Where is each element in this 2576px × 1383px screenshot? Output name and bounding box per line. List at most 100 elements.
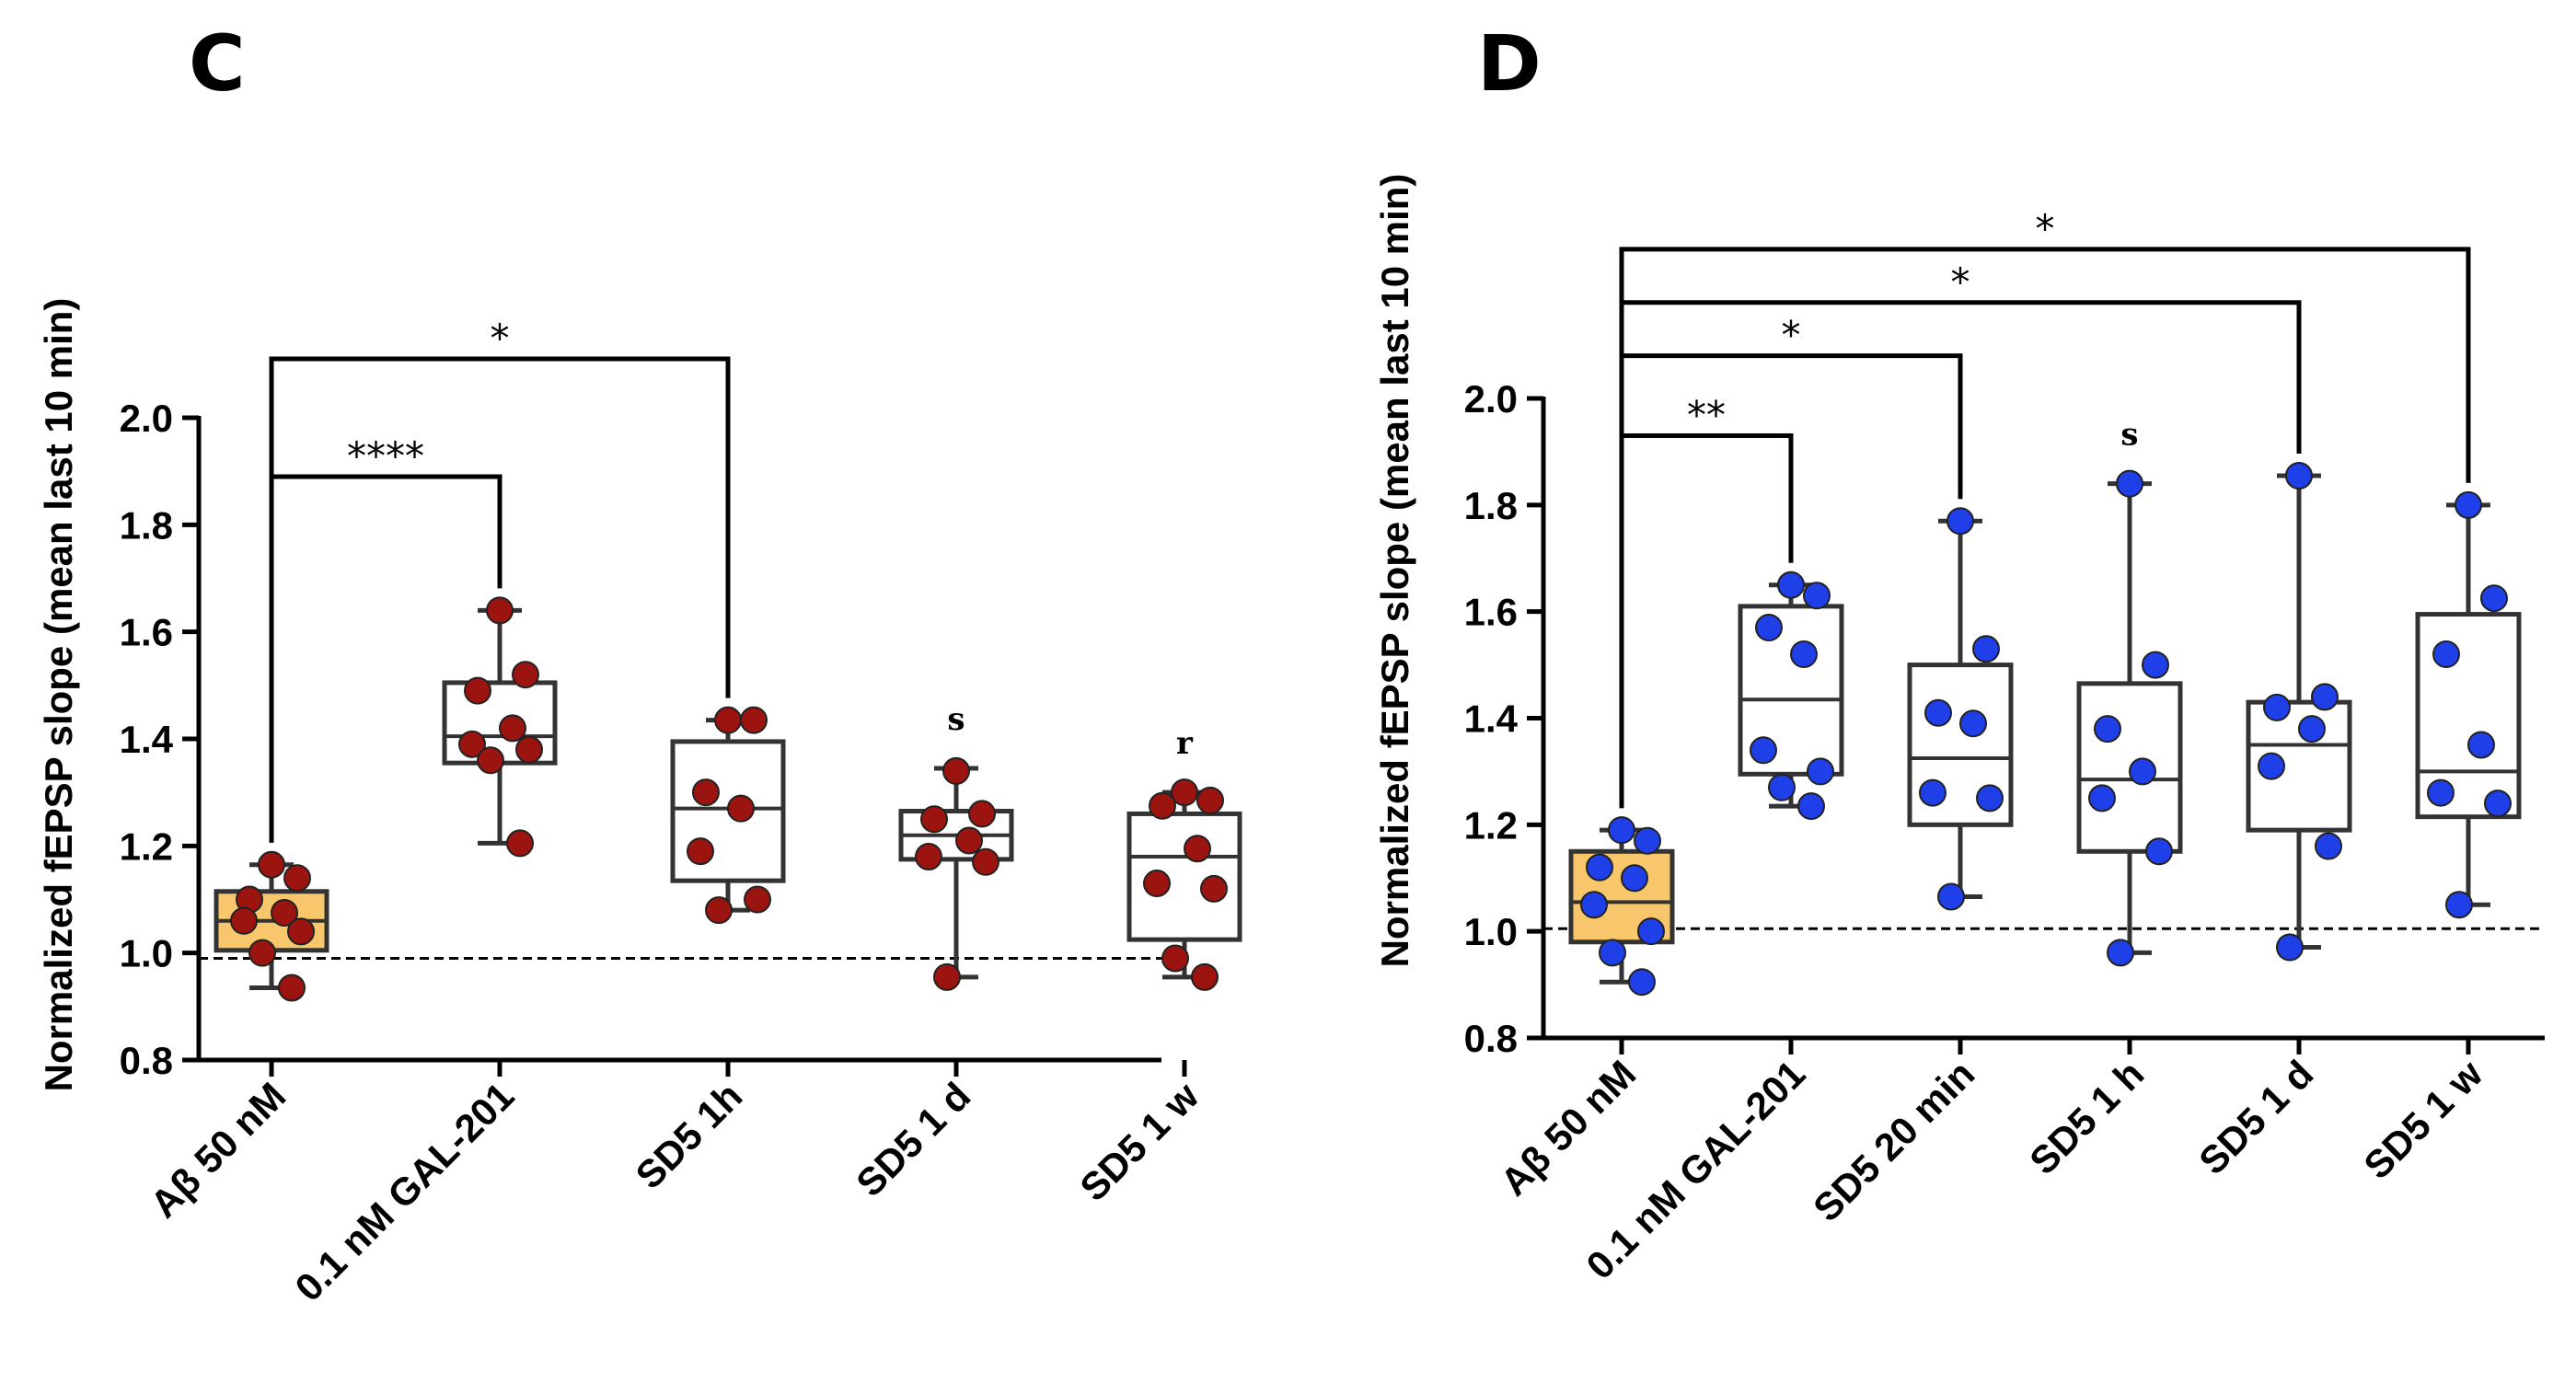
data-point: [1621, 864, 1648, 893]
data-point: [486, 596, 514, 625]
data-point: [740, 706, 768, 734]
data-point: [968, 800, 996, 828]
data-point: [687, 837, 714, 866]
x-category-label: SD5 1h: [627, 1074, 750, 1197]
x-category-label: SD5 20 min: [1805, 1052, 1982, 1229]
data-point: [287, 917, 315, 946]
x-category-label: SD5 1 w: [2355, 1052, 2490, 1187]
data-point: [464, 676, 491, 705]
data-point: [1608, 816, 1635, 845]
data-point: [1191, 962, 1219, 991]
data-point: [1972, 635, 2000, 663]
y-tick-label: 0.8: [120, 1039, 173, 1082]
data-point: [2258, 752, 2285, 780]
data-point: [258, 850, 285, 879]
data-point: [2088, 784, 2116, 813]
panel-label-d: D: [1477, 18, 1542, 109]
y-tick-label: 1.2: [1464, 803, 1518, 847]
data-point: [2129, 757, 2156, 786]
data-point: [2263, 693, 2291, 721]
data-point: [1919, 778, 1946, 807]
data-point: [2427, 778, 2455, 807]
data-point: [477, 746, 504, 775]
significance-stars: *: [1782, 313, 1801, 358]
data-point: [2094, 715, 2121, 743]
data-point: [2298, 715, 2326, 743]
y-tick-label: 1.0: [1464, 910, 1518, 953]
data-point: [942, 756, 970, 785]
data-point: [1161, 944, 1189, 973]
data-point: [278, 974, 306, 1002]
significance-bracket: [1619, 247, 2471, 809]
data-point: [692, 778, 720, 807]
data-point: [1937, 882, 1965, 911]
data-point: [2142, 651, 2169, 679]
significance-stars: *: [2036, 206, 2055, 251]
panel-label-c: C: [189, 18, 246, 109]
y-tick-label: 1.8: [1464, 484, 1518, 527]
significance-stars: ****: [347, 433, 424, 478]
significance-letter: s: [947, 701, 965, 738]
data-point: [955, 826, 983, 855]
data-point: [1628, 968, 1656, 997]
data-point: [1959, 709, 1987, 738]
data-point: [506, 829, 534, 858]
data-point: [920, 805, 948, 834]
data-point: [714, 706, 742, 734]
data-point: [515, 735, 543, 764]
data-point: [933, 962, 961, 991]
data-point: [248, 939, 276, 967]
data-point: [1149, 791, 1176, 820]
data-point: [499, 714, 526, 743]
data-point: [2145, 837, 2173, 866]
significance-stars: *: [491, 316, 510, 361]
data-point: [2285, 461, 2313, 490]
data-point: [1634, 826, 1661, 855]
significance-bracket: [269, 474, 502, 843]
y-tick-label: 1.0: [120, 932, 173, 975]
data-point: [1637, 917, 1665, 946]
data-point: [2445, 891, 2473, 919]
x-category-label: SD5 1 w: [1071, 1074, 1207, 1209]
data-point: [1946, 507, 1974, 536]
data-point: [2432, 640, 2460, 668]
data-point: [1803, 582, 1831, 610]
data-point: [744, 885, 771, 914]
x-category-label: SD5 1 d: [848, 1074, 978, 1204]
data-point: [458, 730, 486, 758]
x-category-label: Aβ 50 nM: [1492, 1052, 1644, 1204]
data-point: [1777, 570, 1805, 599]
data-point: [1797, 792, 1825, 821]
data-point: [1599, 939, 1626, 967]
data-point: [230, 906, 258, 935]
data-point: [1807, 757, 1834, 786]
chart-panel-c: 0.8 1.0 1.2 1.4 1.6 1.8 2.0 Normalized fEPSP sl…: [37, 298, 1242, 1309]
data-point: [283, 864, 311, 893]
data-point: [2276, 933, 2304, 962]
data-point: [1790, 640, 1818, 668]
data-point: [2484, 789, 2512, 818]
y-tick-label: 1.6: [1464, 591, 1518, 634]
data-point: [1586, 853, 1613, 882]
significance-letter: r: [1176, 725, 1194, 762]
y-tick-label: 1.6: [120, 611, 173, 654]
data-point: [1184, 835, 1211, 863]
data-point: [972, 847, 999, 876]
data-point: [1143, 870, 1171, 898]
x-category-label: Aβ 50 nM: [142, 1074, 294, 1226]
data-point: [1768, 773, 1796, 801]
x-category-label: SD5 1 h: [2021, 1052, 2152, 1182]
data-point: [2467, 731, 2495, 759]
data-point: [705, 896, 733, 925]
y-tick-label: 2.0: [120, 397, 173, 440]
y-tick-label: 2.0: [1464, 377, 1518, 421]
y-tick-label: 1.4: [120, 718, 174, 761]
significance-stars: **: [1687, 393, 1726, 438]
data-point: [2480, 584, 2508, 613]
x-category-label: SD5 1 d: [2190, 1052, 2321, 1182]
data-point: [1976, 784, 2004, 813]
y-tick-label: 0.8: [1464, 1017, 1518, 1060]
data-point: [2107, 939, 2134, 967]
data-point: [2455, 490, 2482, 519]
